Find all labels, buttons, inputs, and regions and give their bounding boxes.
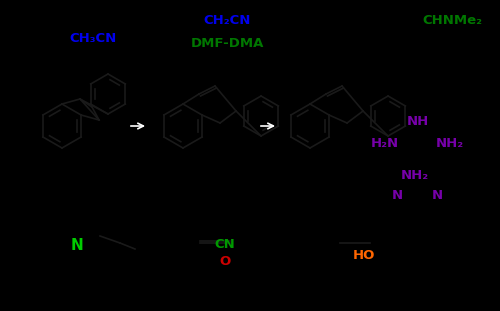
Text: NH: NH	[406, 115, 428, 128]
Text: N: N	[392, 189, 403, 202]
Text: CHNMe₂: CHNMe₂	[422, 14, 482, 27]
Text: O: O	[220, 255, 230, 268]
Text: DMF-DMA: DMF-DMA	[191, 37, 264, 50]
Text: H₂N: H₂N	[371, 137, 399, 150]
Text: CH₃CN: CH₃CN	[69, 32, 116, 45]
Text: N: N	[71, 238, 84, 253]
Text: CH₂CN: CH₂CN	[204, 14, 251, 27]
Text: HO: HO	[353, 249, 375, 262]
Text: NH₂: NH₂	[436, 137, 464, 150]
Text: NH₂: NH₂	[401, 169, 429, 182]
Text: CN: CN	[214, 238, 236, 251]
Text: N: N	[432, 189, 443, 202]
